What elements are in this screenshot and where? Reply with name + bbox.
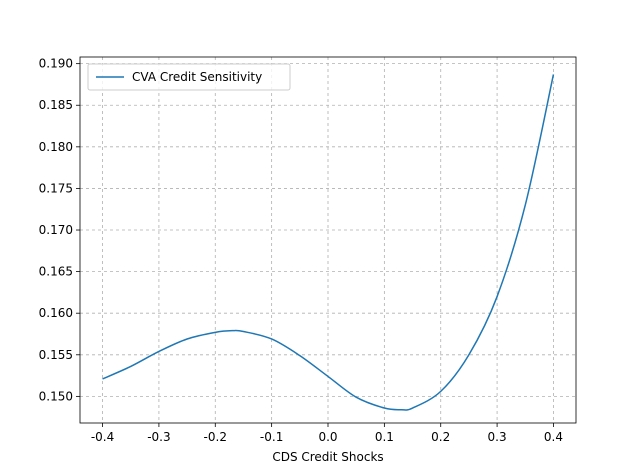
legend-box: [87, 63, 291, 91]
x-tick-label: 0.2: [431, 430, 450, 444]
legend-label: CVA Credit Sensitivity: [132, 70, 262, 84]
y-tick-label: 0.165: [39, 265, 73, 279]
x-tick-label: -0.3: [147, 430, 170, 444]
axis-ticks: -0.4 -0.3 -0.2 -0.1 0.0 0.1 0.2 0.3 0.4 0.150 0.15…: [39, 57, 563, 444]
x-tick-label: 0.4: [544, 430, 563, 444]
y-tick-label: 0.160: [39, 306, 73, 320]
legend: CVA Credit Sensitivity: [87, 63, 291, 91]
x-tick-label: 0.3: [488, 430, 507, 444]
series-layer: [102, 74, 555, 411]
x-tick-label: -0.4: [91, 430, 114, 444]
x-tick-label: 0.0: [318, 430, 337, 444]
y-tick-label: 0.175: [39, 181, 73, 195]
grid: [80, 57, 576, 423]
y-tick-label: 0.170: [39, 223, 73, 237]
x-tick-label: -0.1: [260, 430, 283, 444]
y-tick-label: 0.150: [39, 389, 73, 403]
series-line: [102, 74, 555, 411]
x-tick-label: 0.1: [375, 430, 394, 444]
y-tick-label: 0.180: [39, 140, 73, 154]
x-tick-label: -0.2: [204, 430, 227, 444]
x-axis-label: CDS Credit Shocks: [272, 450, 383, 464]
y-tick-label: 0.155: [39, 348, 73, 362]
y-tick-label: 0.190: [39, 57, 73, 71]
y-tick-label: 0.185: [39, 98, 73, 112]
